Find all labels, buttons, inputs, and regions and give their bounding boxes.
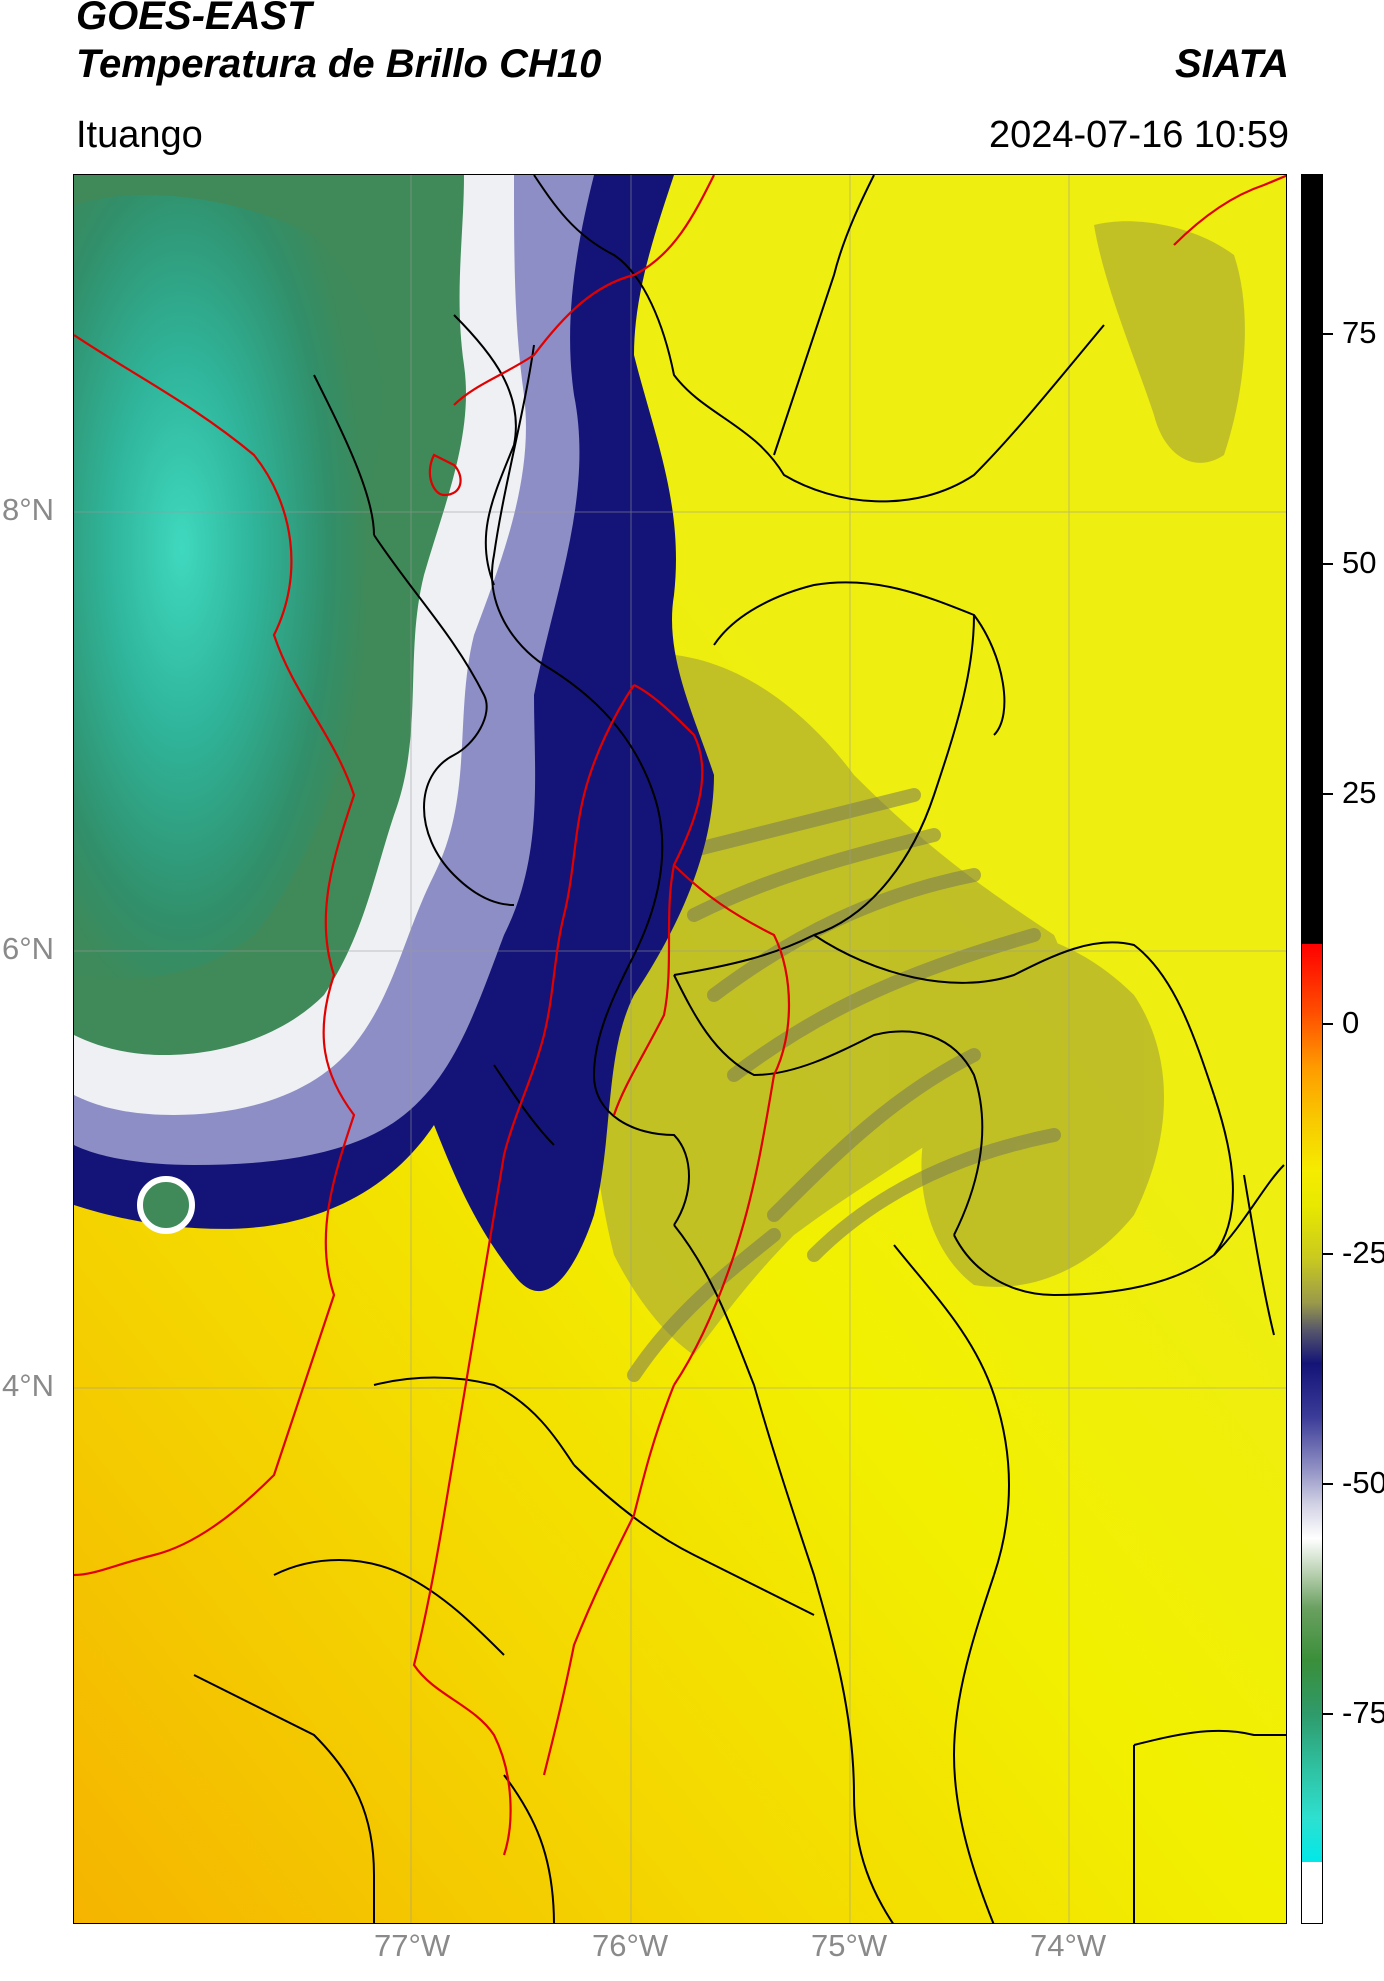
lat-label-4n: 4°N	[2, 1368, 55, 1403]
location-label: Ituango	[76, 114, 203, 156]
satellite-title: GOES-EAST	[76, 0, 312, 38]
lon-label-74w: 74°W	[1030, 1928, 1107, 1963]
colorbar-tick-75	[1323, 333, 1333, 335]
colorbar-label-neg50: -50	[1342, 1465, 1384, 1500]
organization-label: SIATA	[1174, 42, 1289, 86]
datetime-label: 2024-07-16 10:59	[988, 114, 1289, 156]
colorbar-tick-neg25	[1323, 1253, 1333, 1255]
teal-core	[74, 195, 382, 979]
colorbar-tick-25	[1323, 793, 1333, 795]
cloud-cell	[137, 1176, 195, 1234]
colorbar-label-neg75: -75	[1342, 1695, 1384, 1730]
colorbar-label-neg25: -25	[1342, 1235, 1384, 1270]
colorbar-label-25: 25	[1342, 775, 1377, 810]
colorbar-label-75: 75	[1342, 315, 1377, 350]
map-panel[interactable]	[73, 174, 1287, 1924]
lon-label-76w: 76°W	[592, 1928, 669, 1963]
colorbar	[1301, 174, 1323, 1924]
colorbar-label-0: 0	[1342, 1005, 1360, 1040]
department-borders	[193, 175, 1286, 1923]
colorbar-tick-neg50	[1323, 1483, 1333, 1485]
lat-label-8n: 8°N	[2, 492, 55, 527]
colorbar-label-50: 50	[1342, 545, 1377, 580]
colorbar-tick-50	[1323, 563, 1333, 565]
lon-label-77w: 77°W	[374, 1928, 451, 1963]
dark-olive-streaks	[627, 788, 1061, 1382]
colorbar-tick-0	[1323, 1023, 1333, 1025]
product-title: Temperatura de Brillo CH10	[76, 42, 602, 86]
colorbar-tick-neg75	[1323, 1713, 1333, 1715]
lon-label-75w: 75°W	[811, 1928, 888, 1963]
highlight-borders	[74, 175, 1286, 1856]
map-canvas	[74, 175, 1286, 1923]
lat-label-6n: 6°N	[2, 931, 55, 966]
graticule	[74, 175, 1286, 1923]
